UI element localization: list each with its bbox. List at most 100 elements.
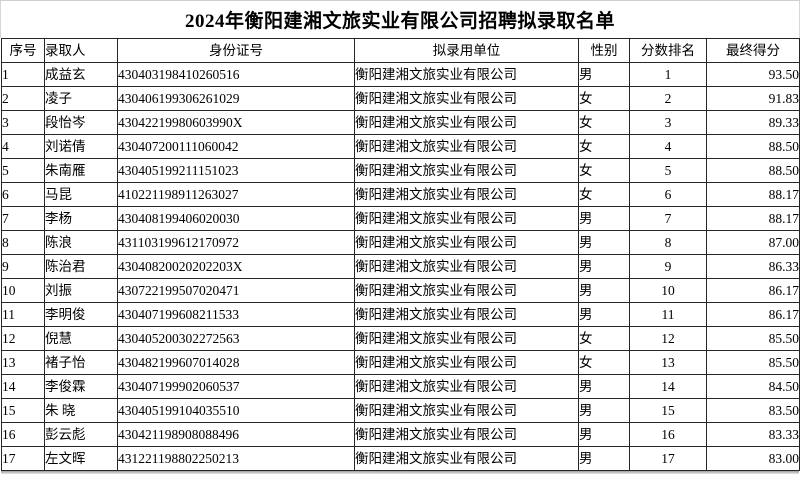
cell-serial: 12 — [1, 326, 45, 351]
table-row: 2 凌子 430406199306261029 衡阳建湘文旅实业有限公司 女 2… — [1, 86, 800, 111]
cell-unit: 衡阳建湘文旅实业有限公司 — [354, 422, 579, 447]
cell-rank: 6 — [629, 182, 707, 207]
cell-serial: 3 — [1, 110, 45, 135]
cell-unit: 衡阳建湘文旅实业有限公司 — [354, 134, 579, 159]
cell-gender: 女 — [578, 110, 630, 135]
cell-unit: 衡阳建湘文旅实业有限公司 — [354, 254, 579, 279]
cell-name: 凌子 — [44, 86, 118, 111]
cell-rank: 7 — [629, 206, 707, 231]
cell-rank: 10 — [629, 278, 707, 303]
cell-gender: 男 — [578, 302, 630, 327]
table-header: 序号 录取人 身份证号 拟录用单位 性别 分数排名 最终得分 — [1, 38, 800, 63]
cell-score: 91.83 — [706, 86, 800, 111]
cell-rank: 15 — [629, 398, 707, 423]
cell-name: 马昆 — [44, 182, 118, 207]
cell-rank: 5 — [629, 158, 707, 183]
cell-gender: 女 — [578, 134, 630, 159]
cell-id-number: 430407199608211533 — [117, 302, 355, 327]
cell-serial: 13 — [1, 350, 45, 375]
table-row: 17 左文晖 431221198802250213 衡阳建湘文旅实业有限公司 男… — [1, 446, 800, 471]
cell-score: 83.50 — [706, 398, 800, 423]
cell-gender: 男 — [578, 446, 630, 471]
cell-unit: 衡阳建湘文旅实业有限公司 — [354, 62, 579, 87]
cell-unit: 衡阳建湘文旅实业有限公司 — [354, 302, 579, 327]
cell-gender: 女 — [578, 350, 630, 375]
cell-unit: 衡阳建湘文旅实业有限公司 — [354, 206, 579, 231]
cell-serial: 4 — [1, 134, 45, 159]
cell-serial: 14 — [1, 374, 45, 399]
cell-gender: 男 — [578, 62, 630, 87]
cell-id-number: 430482199607014028 — [117, 350, 355, 375]
cell-rank: 2 — [629, 86, 707, 111]
header-unit: 拟录用单位 — [354, 38, 579, 63]
table-row: 8 陈浪 431103199612170972 衡阳建湘文旅实业有限公司 男 8… — [1, 230, 800, 255]
cell-score: 86.17 — [706, 278, 800, 303]
cell-unit: 衡阳建湘文旅实业有限公司 — [354, 398, 579, 423]
cell-score: 84.50 — [706, 374, 800, 399]
cell-rank: 11 — [629, 302, 707, 327]
cell-unit: 衡阳建湘文旅实业有限公司 — [354, 86, 579, 111]
cell-id-number: 43040820020202203X — [117, 254, 355, 279]
cell-name: 朱南雁 — [44, 158, 118, 183]
cell-rank: 17 — [629, 446, 707, 471]
cell-gender: 男 — [578, 278, 630, 303]
table-row: 5 朱南雁 430405199211151023 衡阳建湘文旅实业有限公司 女 … — [1, 158, 800, 183]
table-bottom-shadow — [1, 471, 799, 474]
cell-unit: 衡阳建湘文旅实业有限公司 — [354, 110, 579, 135]
cell-unit: 衡阳建湘文旅实业有限公司 — [354, 326, 579, 351]
cell-serial: 8 — [1, 230, 45, 255]
cell-id-number: 410221198911263027 — [117, 182, 355, 207]
cell-serial: 16 — [1, 422, 45, 447]
cell-rank: 1 — [629, 62, 707, 87]
cell-gender: 男 — [578, 398, 630, 423]
header-row: 序号 录取人 身份证号 拟录用单位 性别 分数排名 最终得分 — [1, 38, 800, 63]
cell-unit: 衡阳建湘文旅实业有限公司 — [354, 278, 579, 303]
cell-name: 左文晖 — [44, 446, 118, 471]
table-body: 1 成益玄 430403198410260516 衡阳建湘文旅实业有限公司 男 … — [1, 62, 800, 471]
table-row: 9 陈治君 43040820020202203X 衡阳建湘文旅实业有限公司 男 … — [1, 254, 800, 279]
cell-id-number: 430405200302272563 — [117, 326, 355, 351]
cell-name: 刘诺倩 — [44, 134, 118, 159]
cell-id-number: 430407200111060042 — [117, 134, 355, 159]
cell-id-number: 430421198908088496 — [117, 422, 355, 447]
cell-name: 李杨 — [44, 206, 118, 231]
cell-id-number: 430408199406020030 — [117, 206, 355, 231]
cell-id-number: 430407199902060537 — [117, 374, 355, 399]
table-row: 13 褚子怡 430482199607014028 衡阳建湘文旅实业有限公司 女… — [1, 350, 800, 375]
cell-score: 88.17 — [706, 206, 800, 231]
cell-serial: 10 — [1, 278, 45, 303]
cell-gender: 男 — [578, 374, 630, 399]
table-row: 12 倪慧 430405200302272563 衡阳建湘文旅实业有限公司 女 … — [1, 326, 800, 351]
cell-score: 89.33 — [706, 110, 800, 135]
cell-score: 86.33 — [706, 254, 800, 279]
cell-score: 86.17 — [706, 302, 800, 327]
cell-score: 88.50 — [706, 134, 800, 159]
cell-gender: 男 — [578, 230, 630, 255]
header-rank: 分数排名 — [629, 38, 707, 63]
cell-score: 85.50 — [706, 326, 800, 351]
table-row: 14 李俊霖 430407199902060537 衡阳建湘文旅实业有限公司 男… — [1, 374, 800, 399]
header-id: 身份证号 — [117, 38, 355, 63]
cell-score: 85.50 — [706, 350, 800, 375]
cell-serial: 2 — [1, 86, 45, 111]
cell-rank: 4 — [629, 134, 707, 159]
cell-rank: 3 — [629, 110, 707, 135]
cell-id-number: 430722199507020471 — [117, 278, 355, 303]
cell-gender: 女 — [578, 182, 630, 207]
cell-rank: 9 — [629, 254, 707, 279]
cell-serial: 15 — [1, 398, 45, 423]
cell-serial: 1 — [1, 62, 45, 87]
cell-rank: 14 — [629, 374, 707, 399]
cell-name: 段怡岑 — [44, 110, 118, 135]
title-bar: 2024年衡阳建湘文旅实业有限公司招聘拟录取名单 — [0, 1, 800, 38]
cell-id-number: 430406199306261029 — [117, 86, 355, 111]
cell-score: 88.17 — [706, 182, 800, 207]
table-row: 1 成益玄 430403198410260516 衡阳建湘文旅实业有限公司 男 … — [1, 62, 800, 87]
cell-serial: 6 — [1, 182, 45, 207]
cell-id-number: 430405199211151023 — [117, 158, 355, 183]
cell-rank: 12 — [629, 326, 707, 351]
table-row: 6 马昆 410221198911263027 衡阳建湘文旅实业有限公司 女 6… — [1, 182, 800, 207]
cell-name: 成益玄 — [44, 62, 118, 87]
cell-serial: 9 — [1, 254, 45, 279]
